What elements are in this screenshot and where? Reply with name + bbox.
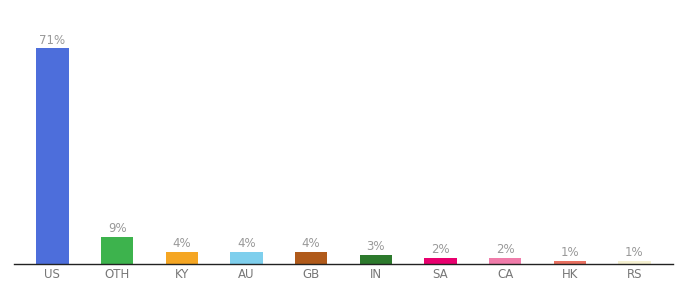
Text: 1%: 1% <box>560 246 579 259</box>
Bar <box>165 252 198 264</box>
Bar <box>618 261 651 264</box>
Text: 1%: 1% <box>625 246 644 259</box>
Bar <box>360 255 392 264</box>
Text: 4%: 4% <box>302 237 320 250</box>
Bar <box>554 261 586 264</box>
Text: 2%: 2% <box>431 243 449 256</box>
Bar <box>295 252 327 264</box>
Bar <box>231 252 262 264</box>
Text: 3%: 3% <box>367 240 385 253</box>
Text: 4%: 4% <box>237 237 256 250</box>
Bar <box>424 258 456 264</box>
Bar <box>36 48 69 264</box>
Text: 4%: 4% <box>173 237 191 250</box>
Bar <box>101 237 133 264</box>
Text: 2%: 2% <box>496 243 514 256</box>
Text: 9%: 9% <box>107 222 126 235</box>
Bar <box>489 258 522 264</box>
Text: 71%: 71% <box>39 34 65 46</box>
